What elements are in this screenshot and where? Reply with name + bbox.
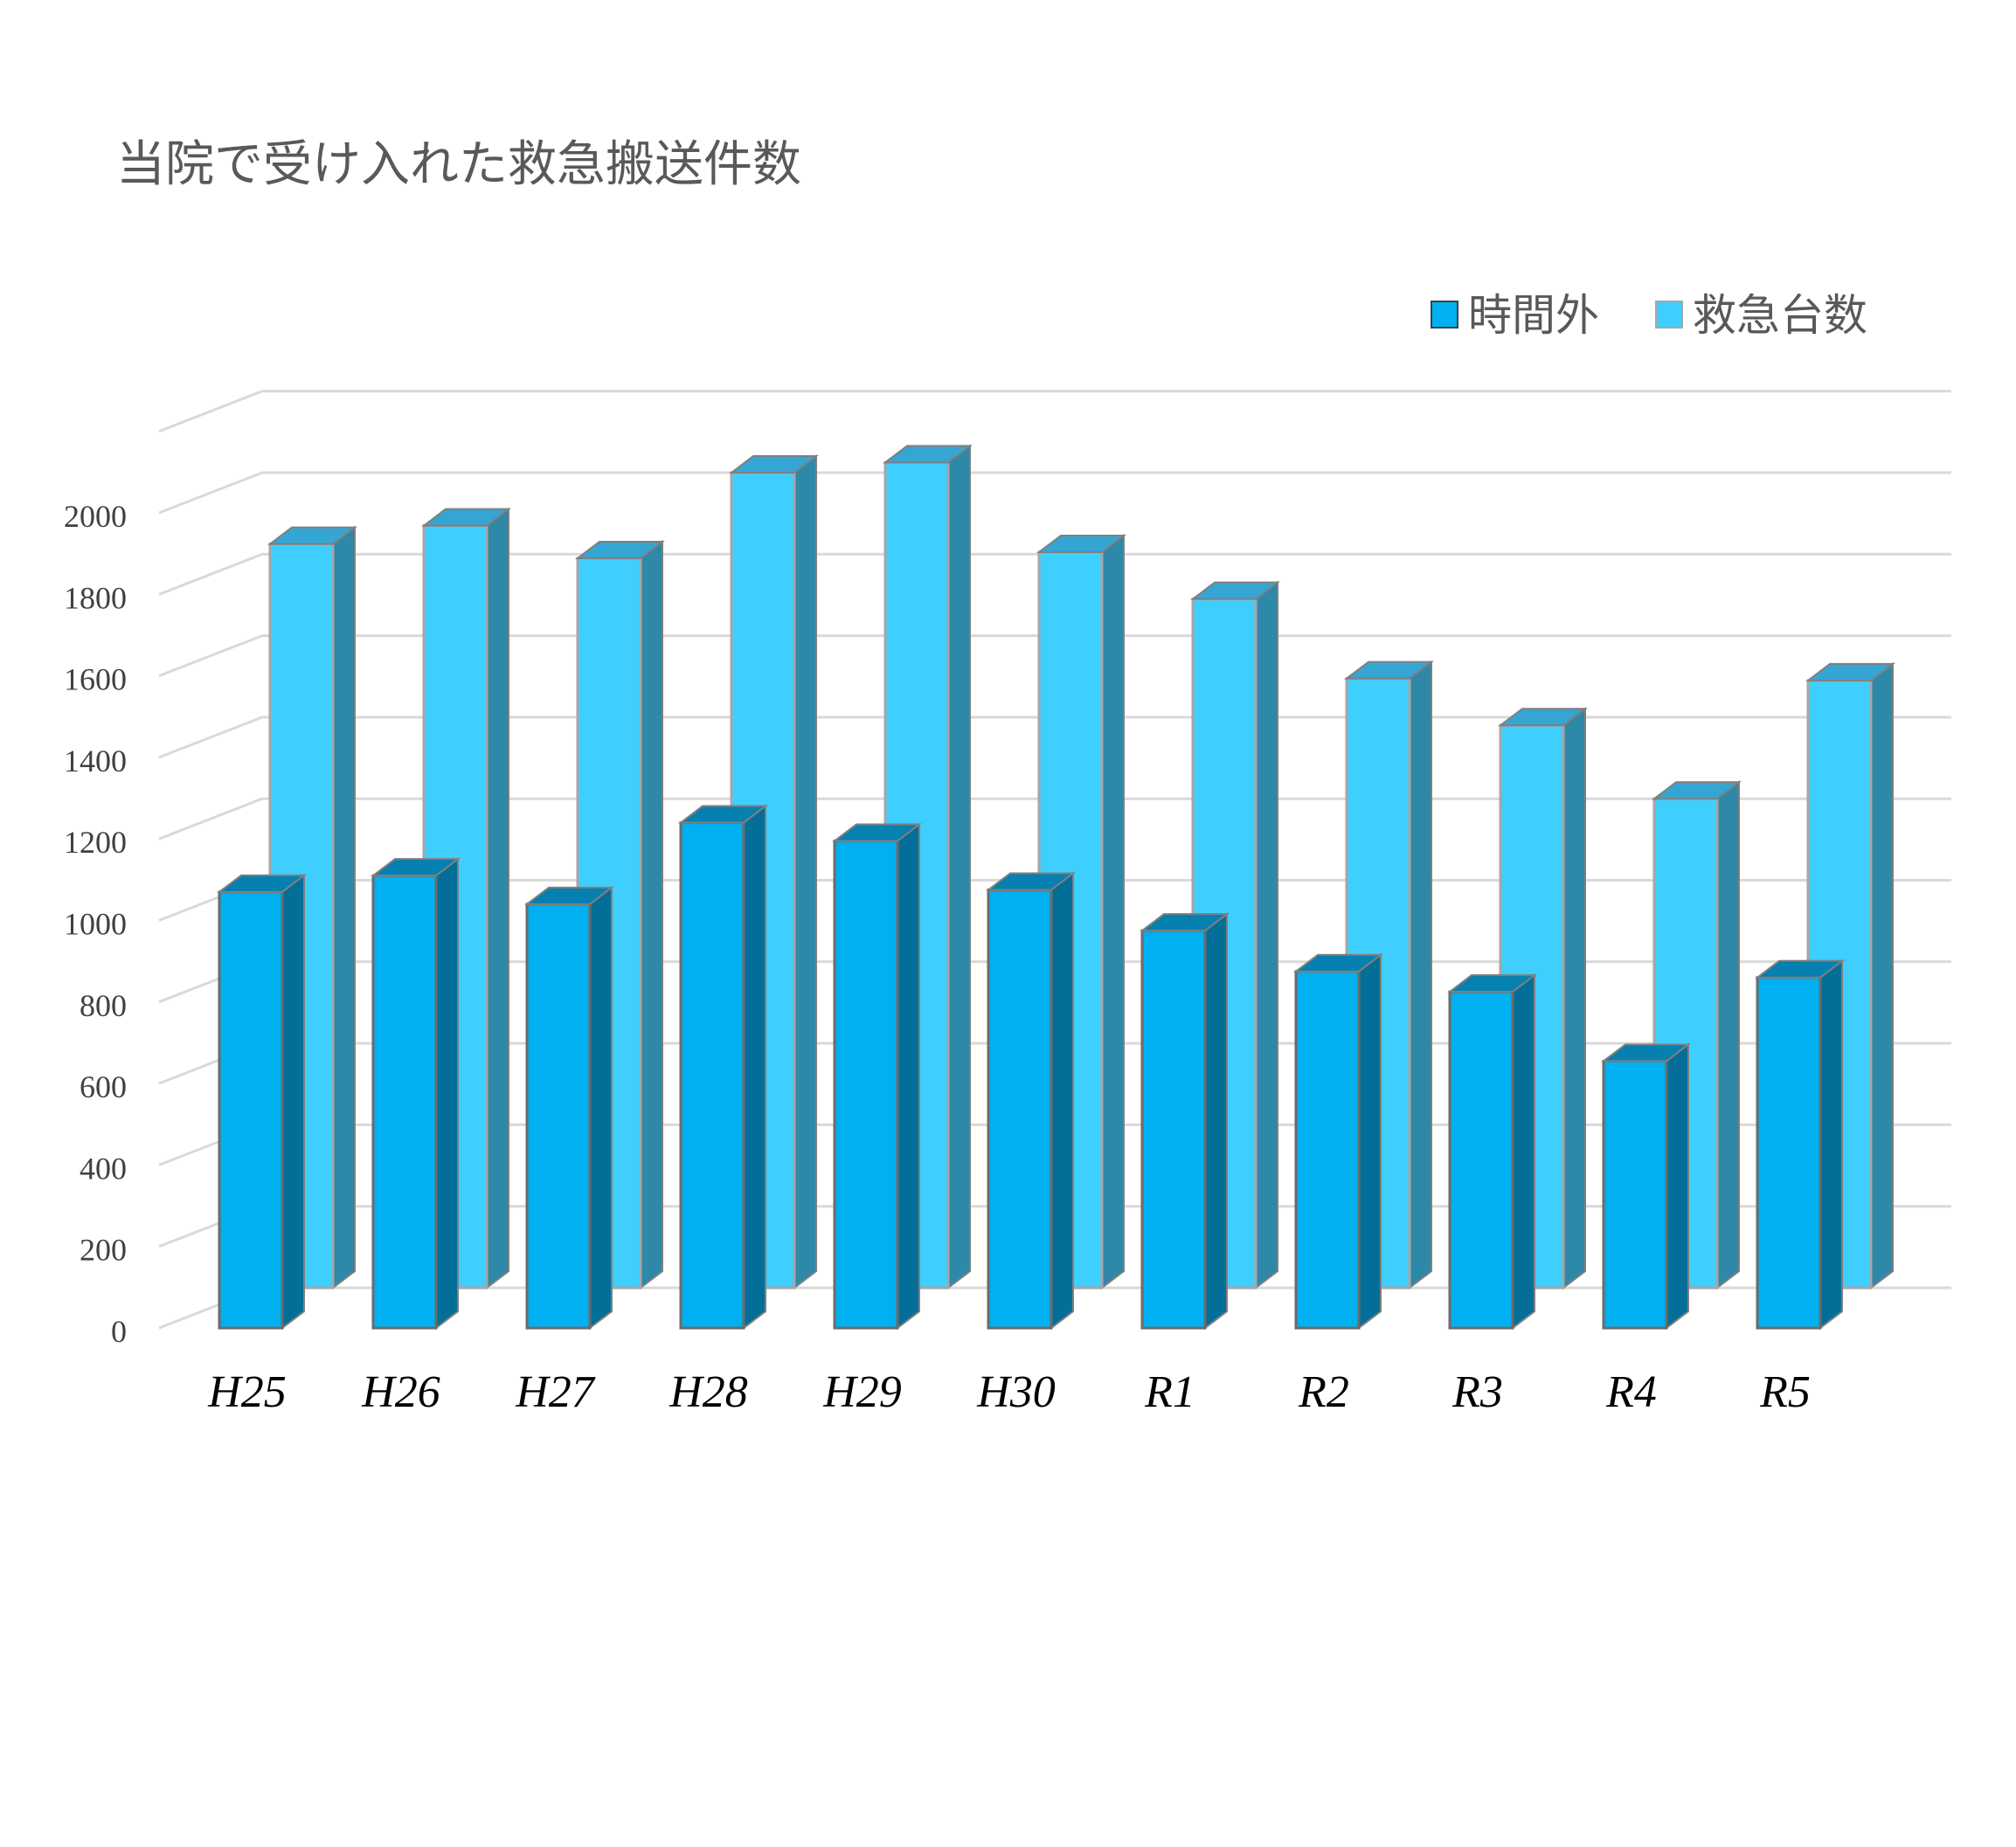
bar-R1-front-top <box>1140 913 1230 932</box>
chart-title: 当院で受け入れた救急搬送件数 <box>116 136 801 193</box>
y-axis-ticks: 0 200 400 600 800 1000 1200 1400 1600 1800 2000 <box>64 499 127 1349</box>
bar-R4-back-top <box>1652 781 1742 800</box>
gridline-depth <box>158 552 263 596</box>
bar-H30-front <box>987 889 1053 1330</box>
series-back-bars <box>267 444 1895 1290</box>
bar-R3-front-top <box>1447 974 1537 993</box>
bar-H29-back-side <box>947 444 971 1290</box>
bar-H28-back-side <box>793 453 817 1290</box>
x-tick-label: H28 <box>669 1367 748 1417</box>
bar-H25-front-top <box>217 874 307 893</box>
gridline-depth <box>158 471 263 515</box>
legend-label-series-1: 救急台数 <box>1693 290 1867 341</box>
bar-H26-front-top <box>371 858 461 877</box>
y-tick-label: 200 <box>80 1233 127 1268</box>
bar-H25-back-side <box>332 525 356 1290</box>
y-tick-label: 400 <box>80 1151 127 1186</box>
bar-H25-back-top <box>267 526 357 545</box>
y-tick-label: 800 <box>80 988 127 1023</box>
bar-H26-front-side <box>435 857 459 1331</box>
x-tick-label: H26 <box>361 1367 440 1417</box>
bar-H27-back-side <box>640 539 663 1290</box>
bar-R1-front <box>1140 929 1207 1330</box>
bar-R4-back-side <box>1716 780 1740 1290</box>
bar-R2-back-top <box>1344 661 1434 680</box>
bar-R2-front-side <box>1358 952 1382 1331</box>
bar-R3-front-side <box>1512 973 1535 1331</box>
bar-R3-back-side <box>1562 707 1586 1290</box>
legend-swatch-series-0 <box>1431 301 1458 329</box>
bar-R4-front-side <box>1666 1042 1689 1331</box>
bar-H29-front <box>833 840 899 1330</box>
bar-H27-front-side <box>589 885 613 1331</box>
gridline-depth <box>158 716 263 759</box>
bar-H26-back-side <box>486 507 509 1290</box>
x-tick-label: R3 <box>1451 1367 1503 1417</box>
legend-swatch-series-1 <box>1655 301 1683 329</box>
bar-H27-front-top <box>524 886 614 905</box>
x-tick-label: R1 <box>1144 1367 1195 1417</box>
bar-R3-back-top <box>1498 708 1588 727</box>
y-tick-label: 1800 <box>64 580 127 615</box>
bar-H30-back-top <box>1036 534 1126 553</box>
bar-H27-back-top <box>575 540 665 559</box>
bar-R5-back-side <box>1870 661 1894 1290</box>
bar-H30-front-top <box>986 872 1076 891</box>
bar-R4-front <box>1602 1059 1668 1330</box>
y-tick-label: 1400 <box>64 744 127 778</box>
bar-H29-back-top <box>883 445 973 464</box>
bar-H30-front-side <box>1050 871 1074 1331</box>
bar-R1-back-top <box>1190 581 1280 600</box>
bar-H28-front-side <box>743 804 766 1331</box>
bar-H28-back-top <box>729 455 819 474</box>
gridline-depth <box>158 390 263 433</box>
x-axis-ticks: H25 H26 H27 H28 H29 H30 R1 R2 R3 R4 R5 <box>207 1367 1811 1417</box>
x-tick-label: H30 <box>976 1367 1056 1417</box>
x-tick-label: R4 <box>1605 1367 1657 1417</box>
x-tick-label: H29 <box>822 1367 902 1417</box>
bar-H29-front-side <box>897 822 920 1331</box>
x-tick-label: R5 <box>1759 1367 1811 1417</box>
y-tick-label: 0 <box>111 1314 127 1349</box>
bar-R2-back-side <box>1409 660 1432 1290</box>
bar-R2-front-top <box>1293 953 1383 972</box>
x-tick-label: R2 <box>1298 1367 1349 1417</box>
y-tick-label: 1200 <box>64 825 127 860</box>
legend: 時間外 救急台数 <box>1431 290 1867 341</box>
x-tick-label: H27 <box>515 1367 596 1417</box>
bar-R5-front <box>1756 976 1822 1330</box>
y-tick-label: 2000 <box>64 499 127 534</box>
gridline-depth <box>158 634 263 677</box>
bar-R4-front-top <box>1601 1043 1691 1062</box>
y-tick-label: 1000 <box>64 907 127 942</box>
bar-R5-front-top <box>1755 959 1845 979</box>
bar-H26-front <box>371 874 438 1330</box>
legend-label-series-0: 時間外 <box>1468 290 1599 341</box>
bar-R1-front-side <box>1204 912 1228 1331</box>
y-tick-label: 600 <box>80 1069 127 1104</box>
bar-R1-back-side <box>1255 580 1278 1290</box>
bar-R2-front <box>1294 970 1361 1330</box>
gridline-depth <box>158 797 263 840</box>
y-tick-label: 1600 <box>64 662 127 697</box>
bar-H28-front-top <box>678 805 768 824</box>
bar-H25-front <box>218 890 284 1330</box>
bar-R3-front <box>1448 990 1514 1330</box>
bar-H30-back-side <box>1101 533 1125 1290</box>
bar-H25-front-side <box>281 873 305 1331</box>
bar-H27-front <box>525 903 592 1330</box>
bar-R5-back-top <box>1805 662 1895 681</box>
x-tick-label: H25 <box>207 1367 287 1417</box>
bar-H29-front-top <box>832 823 922 842</box>
bar-H28-front <box>679 821 745 1330</box>
series-front-bars <box>217 804 1845 1331</box>
bar-R5-front-side <box>1819 958 1843 1331</box>
bar-H26-back-top <box>421 508 511 527</box>
